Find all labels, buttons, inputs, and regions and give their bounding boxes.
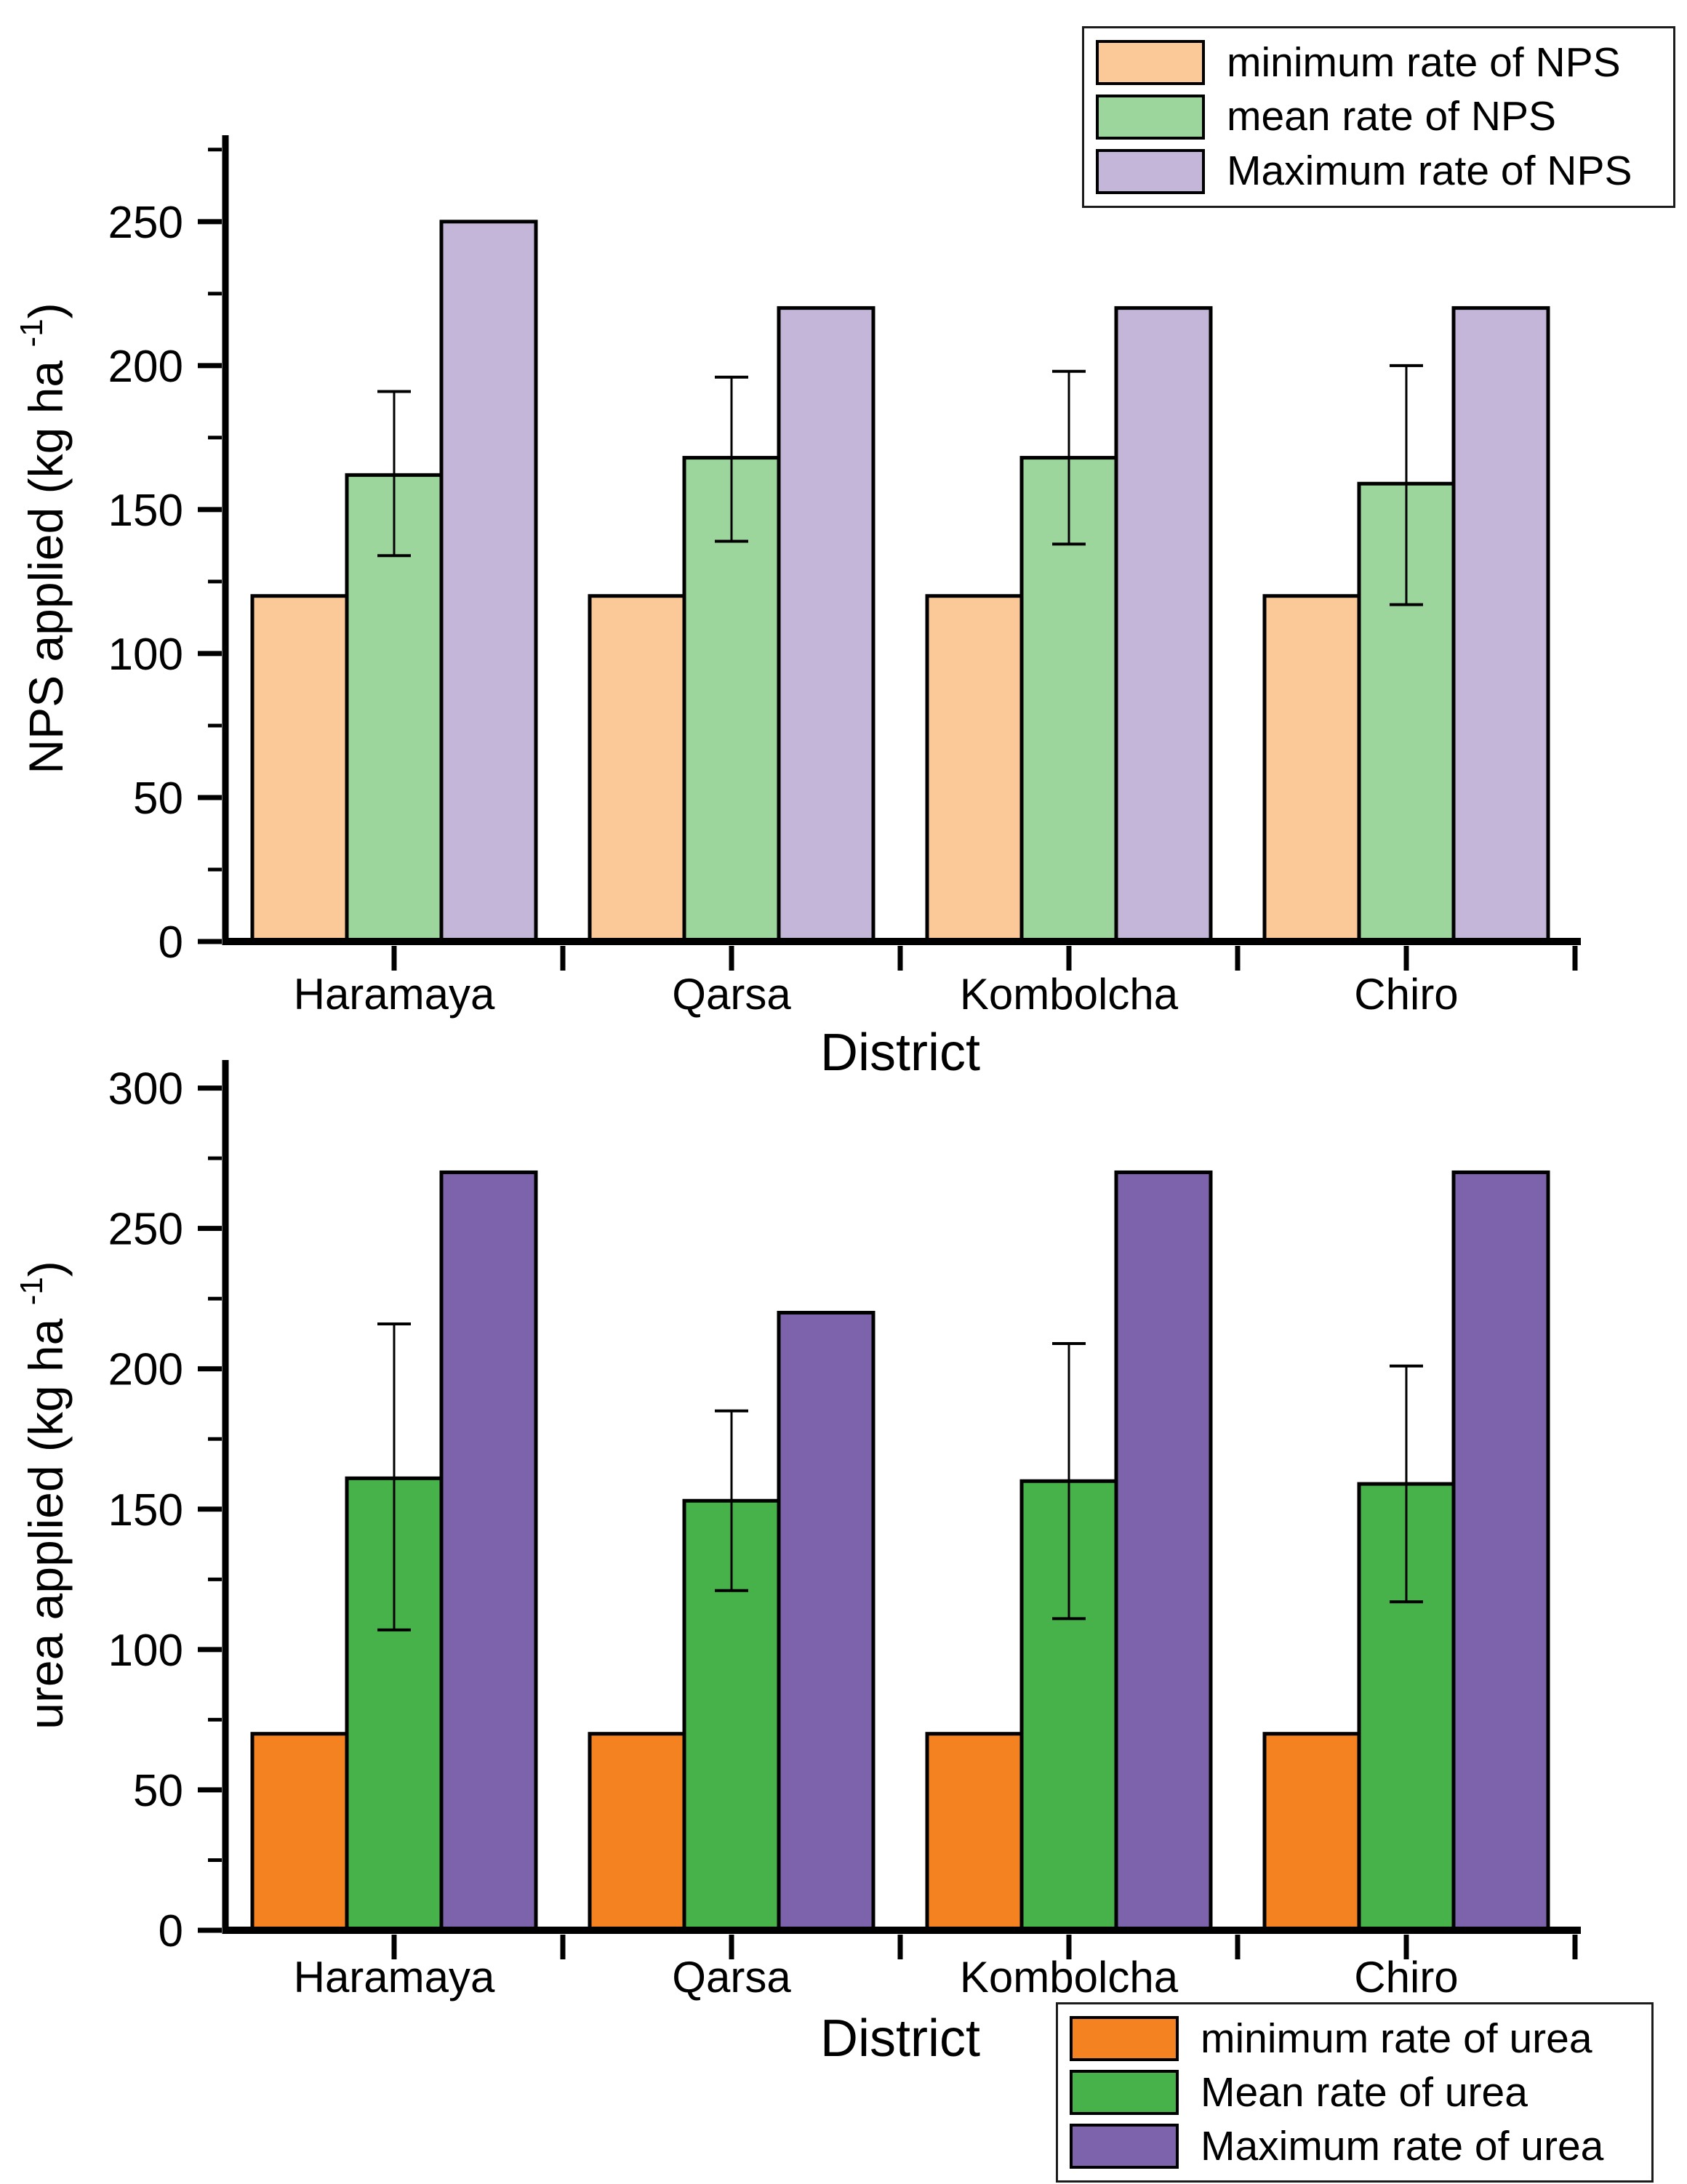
bar-series2-qarsa [777, 306, 875, 944]
legend-swatch-mean-nps [1096, 94, 1205, 140]
legend-swatch-max-urea [1070, 2124, 1179, 2169]
legend-label-mean-urea: Mean rate of urea [1201, 2068, 1528, 2116]
y-tick-label: 50 [133, 774, 183, 824]
legend-item-min-urea: minimum rate of urea [1070, 2016, 1640, 2061]
bar-series0-kombolcha [925, 1732, 1024, 1932]
y-tick-label: 0 [159, 918, 183, 968]
y-axis-title: NPS applied (kg ha -1) [14, 302, 73, 774]
nps-legend: minimum rate of NPS mean rate of NPS Max… [1082, 26, 1675, 208]
x-category-label: Chiro [1354, 1953, 1458, 2002]
bar-series2-chiro [1451, 1170, 1550, 1932]
legend-item-mean-urea: Mean rate of urea [1070, 2070, 1640, 2115]
bar-series0-haramaya [250, 594, 349, 944]
y-tick-label: 0 [159, 1906, 183, 1956]
y-tick-label: 250 [108, 198, 183, 248]
y-tick-label: 300 [108, 1064, 183, 1115]
y-axis-title: urea applied (kg ha -1) [14, 1261, 73, 1730]
bar-series2-chiro [1451, 306, 1550, 944]
x-category-label: Kombolcha [960, 970, 1179, 1019]
bar-series0-qarsa [588, 594, 686, 944]
bar-series2-haramaya [439, 1170, 538, 1932]
y-tick-label: 200 [108, 1345, 183, 1395]
urea-chart: 0 50 100 150 200 250 300 Haramaya Qarsa Kombolcha… [14, 1060, 1581, 2068]
x-category-label: Qarsa [672, 970, 791, 1019]
x-axis-title: District [820, 2010, 980, 2068]
legend-item-min-nps: minimum rate of NPS [1096, 39, 1662, 86]
bar-series2-qarsa [777, 1311, 875, 1932]
x-category-label: Chiro [1354, 970, 1458, 1019]
legend-label-min-urea: minimum rate of urea [1201, 2015, 1592, 2062]
urea-legend: minimum rate of urea Mean rate of urea M… [1056, 2002, 1654, 2183]
bar-series0-qarsa [588, 1732, 686, 1932]
legend-swatch-mean-urea [1070, 2070, 1179, 2115]
legend-label-max-nps: Maximum rate of NPS [1227, 148, 1632, 195]
x-axis-title: District [820, 1024, 980, 1082]
x-category-label: Haramaya [294, 1953, 495, 2002]
y-tick-label: 250 [108, 1205, 183, 1255]
x-category-label: Kombolcha [960, 1953, 1179, 2002]
legend-swatch-min-nps [1096, 40, 1205, 86]
bar-series2-kombolcha [1114, 306, 1213, 944]
legend-label-mean-nps: mean rate of NPS [1227, 93, 1557, 140]
bar-series2-kombolcha [1114, 1170, 1213, 1932]
legend-label-min-nps: minimum rate of NPS [1227, 39, 1621, 86]
nps-chart: 0 50 100 150 200 250 Haramaya Qarsa Kombolcha Chi… [14, 135, 1581, 1082]
bar-series2-haramaya [439, 220, 538, 944]
legend-label-max-urea: Maximum rate of urea [1201, 2122, 1604, 2169]
y-tick-label: 100 [108, 630, 183, 680]
legend-item-max-nps: Maximum rate of NPS [1096, 148, 1662, 195]
y-tick-label: 200 [108, 342, 183, 392]
bar-series0-haramaya [250, 1732, 349, 1932]
y-tick-label: 50 [133, 1766, 183, 1816]
legend-item-max-urea: Maximum rate of urea [1070, 2124, 1640, 2169]
bar-series0-kombolcha [925, 594, 1024, 944]
y-tick-label: 150 [108, 486, 183, 536]
x-category-label: Haramaya [294, 970, 495, 1019]
bar-series0-chiro [1262, 594, 1361, 944]
bar-series0-chiro [1262, 1732, 1361, 1932]
y-tick-label: 100 [108, 1626, 183, 1676]
legend-item-mean-nps: mean rate of NPS [1096, 93, 1662, 140]
x-category-label: Qarsa [672, 1953, 791, 2002]
legend-swatch-min-urea [1070, 2016, 1179, 2061]
legend-swatch-max-nps [1096, 148, 1205, 194]
y-tick-label: 150 [108, 1485, 183, 1535]
